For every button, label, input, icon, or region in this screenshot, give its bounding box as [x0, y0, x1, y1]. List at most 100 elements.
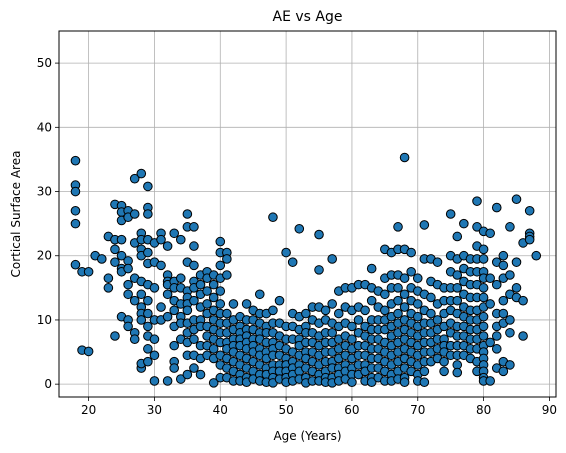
data-point [143, 344, 153, 354]
data-point [96, 254, 107, 264]
data-point [478, 292, 489, 303]
data-point [222, 308, 232, 319]
data-point [452, 367, 463, 378]
data-point [116, 250, 127, 261]
data-point [360, 305, 370, 316]
x-tick-label: 40 [213, 403, 228, 417]
data-point [268, 305, 278, 316]
data-point [169, 228, 179, 239]
data-point [452, 270, 463, 280]
data-point [189, 295, 199, 306]
data-point [274, 295, 285, 306]
data-point [136, 315, 147, 325]
data-point [70, 205, 81, 216]
data-point [123, 289, 133, 300]
y-tick-label: 30 [37, 185, 52, 199]
data-point [143, 247, 153, 258]
data-point [110, 257, 120, 267]
data-point [452, 283, 463, 293]
data-point [432, 257, 443, 267]
data-point [103, 283, 114, 293]
x-tick-label: 60 [344, 403, 359, 417]
data-point [301, 308, 311, 319]
data-point [189, 222, 199, 232]
data-point [491, 202, 502, 213]
data-point [498, 308, 509, 319]
x-tick-label: 90 [542, 403, 557, 417]
data-point [327, 299, 337, 309]
data-point [498, 366, 509, 377]
data-point [143, 356, 153, 367]
data-point [459, 218, 469, 229]
data-point [129, 173, 140, 184]
data-point [452, 231, 463, 242]
data-point [412, 311, 423, 322]
data-point [241, 299, 252, 309]
data-point [485, 299, 495, 309]
data-point [478, 283, 489, 293]
data-point [314, 229, 324, 240]
data-point [399, 273, 410, 284]
data-point [347, 334, 357, 345]
data-point [202, 299, 212, 309]
data-point [333, 308, 344, 319]
data-point [485, 273, 495, 284]
data-point [123, 321, 133, 332]
data-point [366, 377, 377, 388]
data-point [393, 283, 403, 293]
y-tick-label: 50 [37, 56, 52, 70]
data-point [228, 299, 239, 309]
x-tick-label: 70 [410, 403, 425, 417]
y-axis-label: Cortical Surface Area [9, 151, 23, 278]
data-point [452, 295, 463, 306]
data-point [182, 305, 193, 316]
x-axis-label: Age (Years) [273, 429, 341, 443]
axis-ticks: 20 30 40 50 60 70 80 90 0 10 20 30 40 50 [37, 56, 557, 417]
data-point [208, 292, 219, 303]
data-point [110, 244, 120, 255]
data-point [189, 260, 199, 271]
data-point [195, 279, 206, 290]
data-point [399, 377, 410, 388]
data-point [208, 344, 219, 354]
data-point [123, 263, 133, 274]
data-point [505, 315, 515, 325]
data-point [70, 186, 81, 197]
data-point [123, 279, 133, 290]
data-point [505, 222, 515, 232]
data-point [162, 241, 173, 251]
data-point [149, 350, 160, 361]
data-point [143, 308, 153, 319]
data-point [478, 321, 489, 332]
data-point [143, 321, 153, 332]
data-point [347, 377, 357, 388]
data-point [143, 295, 153, 306]
y-tick-label: 0 [44, 377, 52, 391]
data-point [189, 363, 199, 373]
data-point [412, 299, 423, 309]
data-point [419, 220, 430, 230]
data-point [182, 209, 193, 219]
data-point [419, 366, 430, 377]
data-point [143, 209, 153, 219]
x-tick-label: 30 [147, 403, 162, 417]
data-point [162, 289, 173, 300]
data-point [419, 377, 430, 388]
data-point [399, 289, 410, 300]
data-point [485, 376, 495, 386]
data-point [380, 305, 390, 316]
data-point [412, 273, 423, 284]
data-point [195, 369, 206, 380]
data-point [281, 247, 291, 258]
data-point [491, 331, 502, 341]
data-point [129, 334, 140, 345]
data-point [189, 241, 199, 251]
data-point [478, 254, 489, 264]
data-point [478, 311, 489, 322]
data-point [143, 181, 153, 192]
data-point [156, 302, 166, 312]
data-point [314, 265, 324, 275]
data-point [129, 295, 140, 306]
data-point [169, 363, 179, 373]
